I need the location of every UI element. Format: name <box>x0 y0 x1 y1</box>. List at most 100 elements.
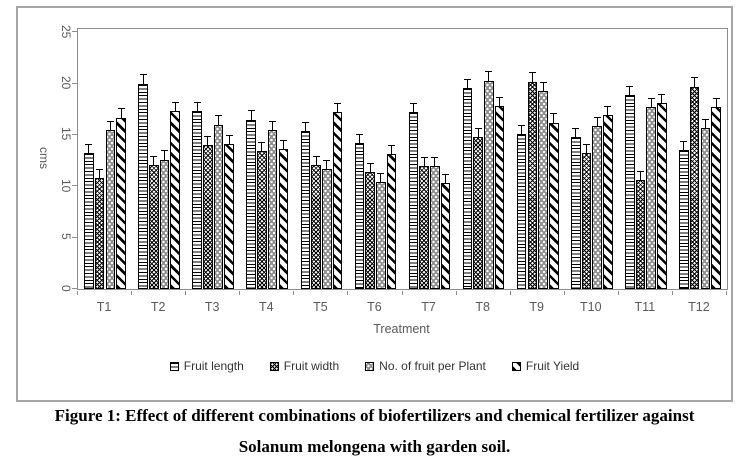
x-tick-mark <box>401 291 403 295</box>
error-bar-cap <box>464 78 472 80</box>
error-bar-cap <box>150 155 158 157</box>
error-bar-cap <box>626 85 634 87</box>
legend-label: Fruit Yield <box>525 359 580 373</box>
error-bar-cap <box>215 115 223 117</box>
bar-fruit-yield-t8 <box>494 106 505 289</box>
error-bar <box>445 175 447 184</box>
bar-no-of-fruit-per-plant-t5 <box>321 168 332 289</box>
error-bar <box>423 157 425 166</box>
bar-fruit-yield-t5 <box>332 112 343 289</box>
horizontal-stripes-icon <box>169 361 179 371</box>
error-bar-cap <box>117 108 125 110</box>
error-bar <box>228 136 230 145</box>
bar-fruit-length-t6 <box>354 143 365 289</box>
error-bar-cap <box>409 103 417 105</box>
legend-label: Fruit width <box>283 359 340 373</box>
bar-fruit-length-t1 <box>84 153 94 289</box>
bar-fruit-yield-t10 <box>603 115 613 289</box>
y-tick-mark <box>72 288 77 289</box>
bar-no-of-fruit-per-plant-t12 <box>700 127 711 289</box>
error-bar <box>218 116 220 125</box>
error-bar-cap <box>701 118 709 120</box>
x-tick-mark <box>563 291 565 295</box>
caption-line-2: Solanum melongena with garden soil. <box>238 437 511 456</box>
error-bar <box>542 82 544 91</box>
x-tick-mark <box>185 291 187 295</box>
bar-fruit-width-t11 <box>635 180 646 289</box>
x-tick-mark <box>347 291 349 295</box>
error-bar <box>304 122 306 131</box>
bar-fruit-width-t3 <box>203 145 213 289</box>
error-bar-cap <box>388 145 395 147</box>
error-bar-cap <box>258 142 266 144</box>
error-bar-cap <box>528 72 536 74</box>
error-bar-cap <box>204 136 212 138</box>
x-tick-label: T11 <box>634 300 656 314</box>
error-bar <box>282 141 284 150</box>
x-tick-mark <box>239 291 241 295</box>
x-tick-label: T3 <box>204 300 220 314</box>
error-bar-cap <box>171 102 179 104</box>
error-bar-cap <box>712 98 720 100</box>
bar-fruit-length-t4 <box>246 119 257 289</box>
legend-label: Fruit length <box>183 359 244 373</box>
error-bar-cap <box>355 133 363 135</box>
bar-fruit-length-t8 <box>462 87 473 289</box>
y-tick-mark <box>72 236 77 238</box>
y-tick-label: 25 <box>59 24 73 38</box>
x-tick-mark <box>726 291 727 295</box>
x-tick-label: T5 <box>313 300 328 314</box>
x-tick-mark <box>617 291 619 295</box>
error-bar-cap <box>247 110 255 112</box>
bar-fruit-length-t12 <box>679 150 689 289</box>
bar-fruit-width-t1 <box>94 178 105 289</box>
error-bar-cap <box>333 103 341 105</box>
error-bar-cap <box>637 170 645 172</box>
bar-fruit-width-t7 <box>419 165 429 289</box>
figure-border: cms 0 5 10 15 20 25 T1 T2 T3 T4 T5 T6 T7 T8 T9 T10 T11 T… <box>16 6 733 402</box>
error-bar-cap <box>312 155 320 157</box>
error-bar-cap <box>539 81 547 83</box>
error-bar <box>575 128 577 138</box>
error-bar-cap <box>572 127 580 129</box>
y-tick-mark <box>72 82 77 84</box>
error-bar-cap <box>85 144 93 146</box>
error-bar-cap <box>474 127 482 129</box>
error-bar-cap <box>485 71 493 73</box>
x-tick-mark <box>293 291 295 295</box>
y-tick-mark <box>72 133 77 135</box>
error-bar <box>250 111 252 120</box>
error-bar-cap <box>496 96 504 98</box>
bar-fruit-width-t2 <box>148 164 159 289</box>
error-bar <box>358 134 360 144</box>
bar-no-of-fruit-per-plant-t6 <box>376 182 386 289</box>
error-bar-cap <box>96 168 104 170</box>
error-bar <box>477 128 479 138</box>
error-bar <box>585 145 587 154</box>
error-bar <box>531 73 533 82</box>
y-tick-mark <box>72 31 77 33</box>
plot-area <box>77 28 728 290</box>
error-bar-cap <box>593 116 601 118</box>
bar-fruit-width-t9 <box>527 81 538 289</box>
error-bar <box>434 157 436 166</box>
error-bar-cap <box>160 150 168 152</box>
error-bar-cap <box>139 74 147 76</box>
x-tick-label: T6 <box>367 300 382 314</box>
bar-fruit-width-t6 <box>365 171 375 289</box>
x-tick-mark <box>131 291 133 295</box>
bar-fruit-yield-t1 <box>116 117 126 289</box>
error-bar-cap <box>377 172 385 174</box>
error-bar <box>163 151 165 160</box>
bar-fruit-length-t11 <box>625 94 635 289</box>
bar-no-of-fruit-per-plant-t2 <box>159 159 170 289</box>
error-bar-cap <box>658 93 666 95</box>
x-tick-mark <box>509 291 511 295</box>
y-tick-label: 20 <box>59 75 73 90</box>
gray-dots-icon <box>365 361 375 371</box>
bar-fruit-length-t5 <box>300 130 311 289</box>
bar-fruit-yield-t3 <box>224 144 235 289</box>
x-tick-label: T9 <box>529 300 544 314</box>
bar-fruit-length-t10 <box>570 137 581 289</box>
